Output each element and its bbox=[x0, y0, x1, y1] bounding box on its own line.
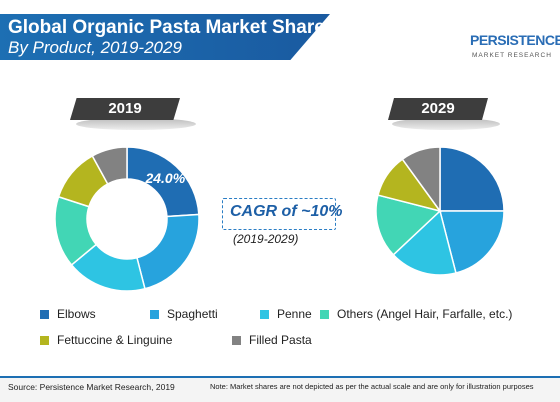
cagr-period: (2019-2029) bbox=[233, 232, 299, 246]
source-note: Source: Persistence Market Research, 201… bbox=[8, 382, 175, 392]
chart-subtitle: By Product, 2019-2029 bbox=[8, 38, 182, 57]
legend-label: Filled Pasta bbox=[249, 333, 312, 347]
legend-swatch bbox=[320, 310, 329, 319]
slice-filled-pasta bbox=[401, 146, 441, 214]
legend-item-fettuccine-linguine: Fettuccine & Linguine bbox=[40, 333, 172, 347]
cagr-callout-box bbox=[222, 198, 336, 230]
footer-bar bbox=[0, 376, 560, 402]
legend-item-elbows: Elbows bbox=[40, 307, 96, 321]
legend-label: Fettuccine & Linguine bbox=[57, 333, 173, 347]
legend-swatch bbox=[260, 310, 269, 319]
year-tag-2019: 2019 bbox=[70, 98, 180, 120]
legend-swatch bbox=[232, 336, 241, 345]
tag-shadow-2019 bbox=[76, 118, 196, 130]
slice-elbows bbox=[439, 146, 505, 212]
legend-label: Spaghetti bbox=[167, 307, 218, 321]
legend-item-spaghetti: Spaghetti bbox=[150, 307, 218, 321]
slice-spaghetti bbox=[136, 213, 200, 290]
slice-spaghetti bbox=[439, 210, 505, 274]
donut-chart-2019: 24.0% bbox=[54, 146, 200, 292]
data-label-elbows: 24.0% bbox=[144, 170, 185, 186]
pie-chart-2029 bbox=[375, 146, 505, 276]
slice-filled-pasta bbox=[91, 146, 128, 185]
logo-wordmark: PERSISTENCE bbox=[470, 32, 560, 48]
legend-label: Elbows bbox=[57, 307, 96, 321]
chart-title: Global Organic Pasta Market Share (%) bbox=[8, 17, 360, 38]
legend-swatch bbox=[40, 336, 49, 345]
legend-label: Penne bbox=[277, 307, 312, 321]
legend-item-filled-pasta: Filled Pasta bbox=[232, 333, 312, 347]
year-tag-2029: 2029 bbox=[388, 98, 488, 120]
cagr-label: CAGR of ~10% bbox=[230, 203, 343, 220]
legend-item-penne: Penne bbox=[260, 307, 312, 321]
company-logo: PERSISTENCE MARKET RESEARCH bbox=[470, 32, 560, 68]
tag-shadow-2029 bbox=[392, 118, 500, 130]
slice-penne bbox=[392, 209, 457, 276]
title-banner bbox=[0, 14, 330, 60]
slice-others-angel-hair-farfalle-etc bbox=[375, 194, 442, 256]
logo-tagline: MARKET RESEARCH bbox=[472, 52, 552, 59]
legend-swatch bbox=[40, 310, 49, 319]
legend-label: Others (Angel Hair, Farfalle, etc.) bbox=[337, 307, 513, 321]
disclaimer-note: Note: Market shares are not depicted as … bbox=[210, 382, 534, 391]
legend-swatch bbox=[150, 310, 159, 319]
legend-item-others: Others (Angel Hair, Farfalle, etc.) bbox=[320, 307, 512, 321]
